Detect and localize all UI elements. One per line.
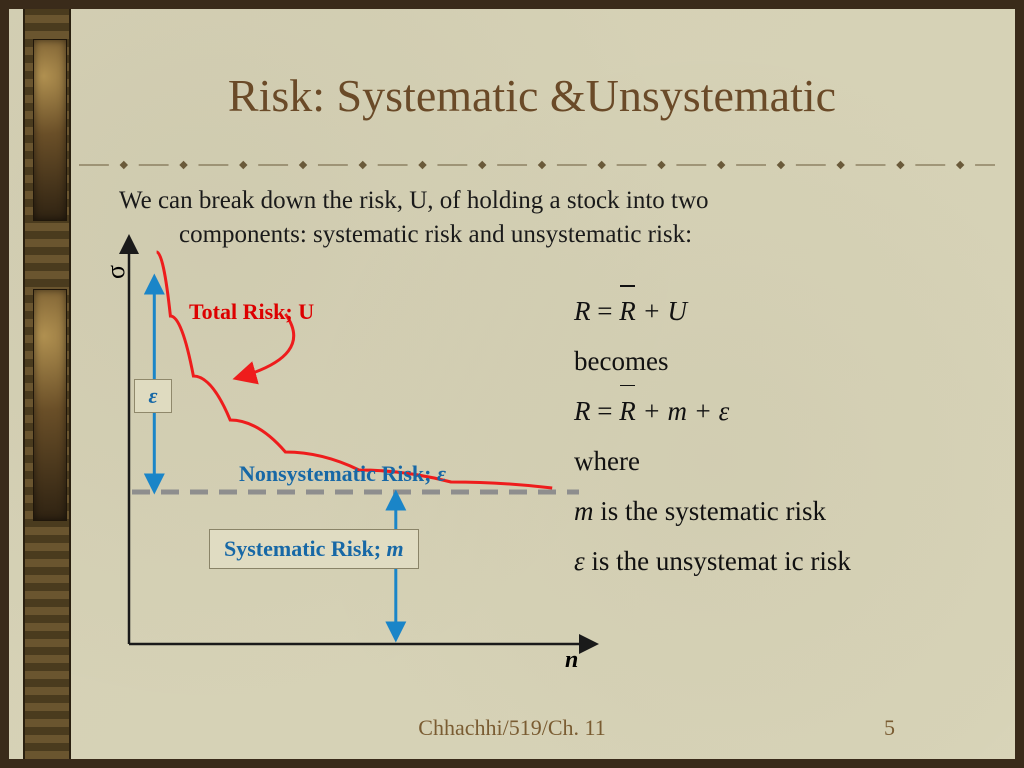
decorative-separator	[79, 157, 995, 167]
eq-eps: ε	[574, 546, 585, 576]
epsilon-swatch-symbol: ε	[148, 383, 157, 409]
label-total-risk-text: Total Risk; U	[189, 299, 314, 324]
label-total-risk: Total Risk; U	[189, 299, 314, 325]
body-line-1: We can break down the risk, U, of holdin…	[119, 187, 709, 214]
equation-becomes: becomes	[574, 337, 994, 387]
equation-2: R = R + m + ε	[574, 387, 994, 437]
eq-m: m	[574, 496, 594, 526]
decorative-left-strip	[23, 9, 71, 759]
eq-m-text: is the systematic risk	[594, 496, 826, 526]
epsilon-swatch: ε	[134, 379, 172, 413]
eq2-R: R	[574, 396, 591, 426]
eq-eps-text: is the unsystemat ic risk	[585, 546, 851, 576]
label-sys-symbol: m	[387, 536, 404, 561]
label-nonsys-prefix: Nonsystematic Risk;	[239, 461, 437, 486]
equation-m-desc: m is the systematic risk	[574, 487, 994, 537]
label-sys-prefix: Systematic Risk;	[224, 536, 387, 561]
equation-where: where	[574, 437, 994, 487]
eq1-Rbar: R	[619, 287, 636, 337]
eq1-plusU: + U	[636, 296, 687, 326]
footer-text: Chhachhi/519/Ch. 11	[9, 715, 1015, 741]
slide-outer-frame: Risk: Systematic &Unsystematic We can br…	[0, 0, 1024, 768]
label-systematic-risk: Systematic Risk; m	[209, 529, 419, 569]
page-number: 5	[884, 715, 895, 741]
slide-canvas: Risk: Systematic &Unsystematic We can br…	[9, 9, 1015, 759]
eq2-eq: =	[591, 396, 620, 426]
eq2-rest: + m + ε	[636, 396, 730, 426]
eq1-R: R	[574, 296, 591, 326]
equation-eps-desc: ε is the unsystemat ic risk	[574, 537, 994, 587]
eq1-eq: =	[591, 296, 620, 326]
equations-block: R = R + U becomes R = R + m + ε where m …	[574, 287, 994, 587]
equation-1: R = R + U	[574, 287, 994, 337]
slide-title: Risk: Systematic &Unsystematic	[89, 69, 975, 122]
eq2-Rbar: R	[619, 387, 636, 437]
label-nonsystematic-risk: Nonsystematic Risk; ε	[239, 461, 446, 487]
risk-chart	[109, 234, 599, 664]
label-nonsys-symbol: ε	[437, 461, 446, 486]
